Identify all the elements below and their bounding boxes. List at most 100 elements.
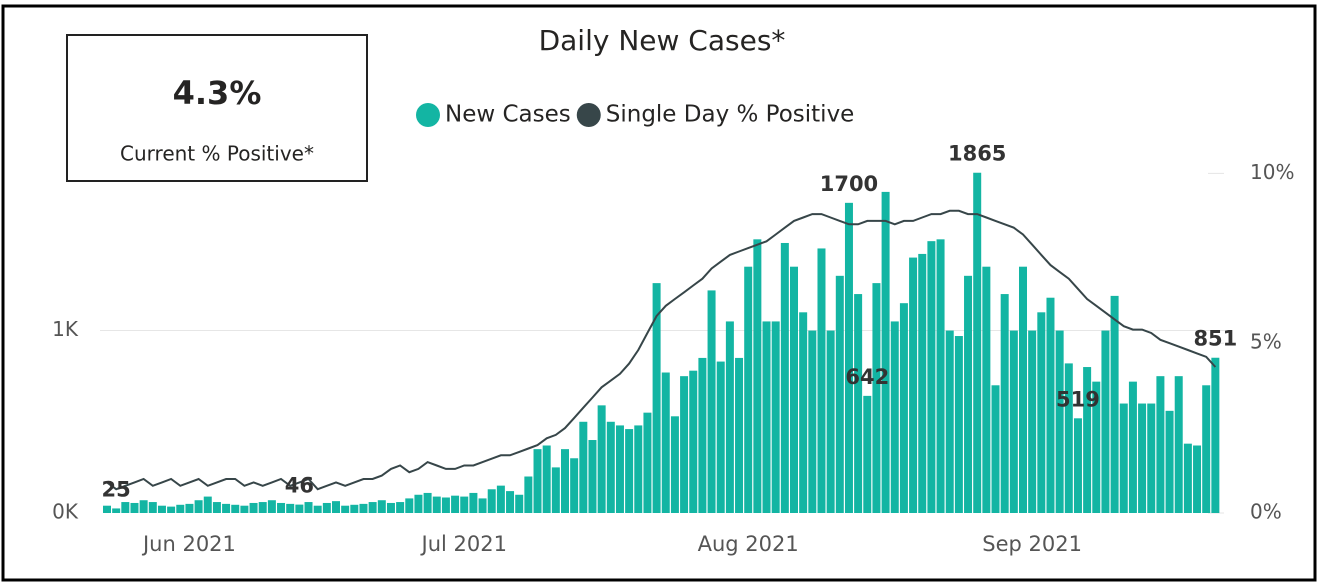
bar [451,495,460,513]
y2-tick-label: 10% [1250,160,1294,184]
bar [1083,367,1092,513]
bar [350,504,359,513]
bar [817,248,826,513]
bar [1128,381,1137,513]
y-tick-label: 1K [52,317,79,341]
bar [780,242,789,513]
x-tick-label: Jun 2021 [141,532,236,556]
bar [670,416,679,513]
bar [634,425,643,513]
bar [332,501,340,513]
bar [561,449,569,513]
bar [130,502,139,513]
bar [954,336,963,513]
bar [341,505,350,513]
bar [991,385,1000,513]
data-label: 851 [1193,327,1237,351]
bar [396,502,405,513]
bar [771,321,780,513]
bar [936,239,945,514]
bar [625,429,634,513]
bar [1138,403,1147,513]
legend-marker [576,103,601,127]
legend-label: Single Day % Positive [606,102,855,128]
data-label: 519 [1056,387,1100,411]
bar [661,372,670,513]
bar [1174,376,1183,513]
bar [982,266,991,513]
kpi-card [66,34,368,182]
bar [432,496,441,513]
bar [918,253,927,513]
kpi-label: Current % Positive* [120,142,314,166]
bar [103,505,111,513]
bar [753,239,762,514]
data-label: 1865 [948,142,1006,166]
bar [368,502,377,513]
bar [423,492,432,513]
bar [1101,330,1110,513]
bar [139,500,148,513]
bar [881,191,890,513]
bar [231,504,240,513]
bar [405,498,414,513]
bar [606,421,615,513]
bar [826,330,835,513]
bar [615,425,624,513]
bar [542,445,551,513]
bar [1156,376,1165,513]
bar [762,321,771,513]
bar [414,494,423,513]
bar [478,498,487,513]
bar [1183,443,1192,513]
bar [945,330,954,513]
bar [808,330,817,513]
bar [872,283,881,513]
bar [1211,357,1220,513]
bar [1165,410,1174,513]
bar [386,502,395,513]
chart-title: Daily New Cases* [539,24,786,57]
bar [267,500,276,513]
bar [799,312,808,513]
bar [588,440,597,513]
bar [652,283,661,513]
bar [716,361,725,513]
bar [863,395,872,513]
legend-label: New Cases [445,102,571,128]
data-label: 642 [845,365,889,389]
bar [121,502,130,513]
legend: New Cases Single Day % Positive [416,102,854,128]
kpi-value: 4.3% [173,74,262,112]
bar [222,503,231,513]
bar [725,321,734,513]
y-tick-label: 0K [52,500,79,524]
bar [570,458,579,513]
bar [148,502,157,513]
bar [899,303,908,513]
bar [643,412,652,513]
bar [460,496,469,513]
bar [890,321,899,513]
bar [185,503,194,513]
bar [313,505,322,513]
bar [1202,385,1211,513]
bar [1092,381,1101,513]
bar [277,502,286,513]
line [106,209,1217,491]
bar [112,508,121,513]
bar [506,491,515,513]
bar [524,476,533,513]
bar [240,505,249,513]
bar [844,202,853,513]
bar [1110,295,1119,513]
bar [441,497,450,513]
bar [1046,297,1055,513]
x-tick-label: Aug 2021 [698,532,799,556]
bar [927,241,936,514]
bar [487,489,496,513]
bar [533,449,542,513]
bar [515,494,524,513]
